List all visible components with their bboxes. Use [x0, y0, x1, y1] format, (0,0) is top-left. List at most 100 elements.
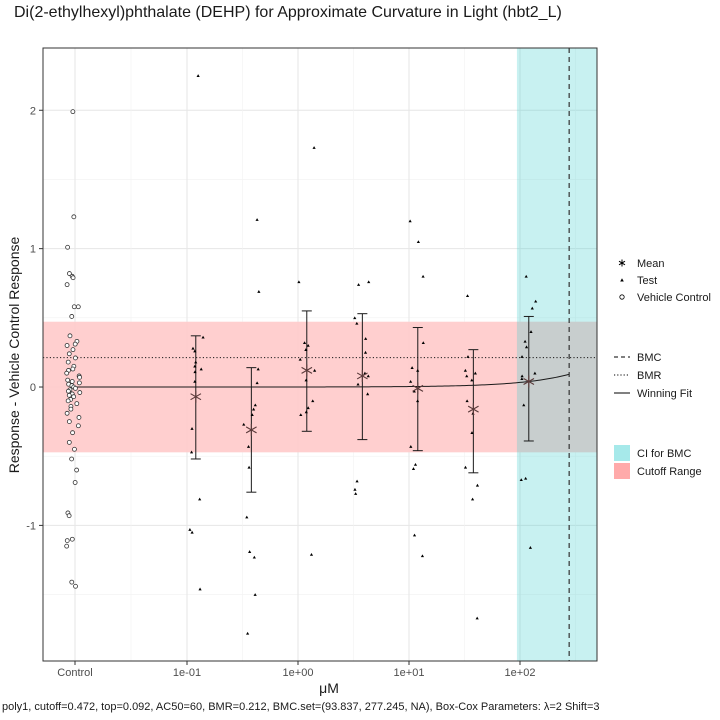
vehicle-control-point [72, 341, 78, 347]
legend-label: CI for BMC [637, 448, 691, 460]
bmc-ci-band [516, 48, 597, 661]
vehicle-control-point [66, 513, 72, 519]
vehicle-control-point [69, 456, 75, 462]
x-tick-label: Control [57, 667, 92, 679]
test-point [306, 406, 310, 410]
test-point [312, 146, 316, 149]
test-point [188, 528, 192, 531]
test-point [412, 533, 417, 537]
test-point [421, 341, 425, 345]
mean-marker [301, 364, 313, 377]
test-point [534, 299, 538, 303]
test-point [194, 360, 198, 364]
test-point [302, 341, 307, 345]
y-tick-label: 0 [30, 382, 36, 394]
test-point [190, 427, 194, 430]
test-point [519, 478, 523, 482]
legend-label: Test [637, 275, 657, 287]
test-point [421, 274, 425, 278]
test-point [411, 467, 416, 470]
vehicle-control-point [70, 275, 76, 281]
test-point [189, 450, 194, 454]
vehicle-control-point [76, 380, 82, 386]
x-axis-label: μM [319, 680, 339, 696]
test-point [522, 403, 526, 407]
test-point [198, 587, 202, 591]
vehicle-control-point [70, 347, 76, 353]
mean-marker-stroke [356, 372, 368, 380]
test-point [412, 389, 416, 393]
vehicle-control-point [71, 394, 77, 400]
vehicle-control-point [75, 304, 81, 310]
vehicle-control-point [67, 271, 72, 276]
legend-key-test [620, 278, 624, 282]
vehicle-control-point [69, 579, 75, 585]
vehicle-control-point [73, 355, 78, 361]
test-point [413, 463, 418, 466]
test-point [193, 379, 197, 383]
vehicle-control-point [66, 419, 72, 425]
legend-key-ci-for-bmc [614, 445, 630, 461]
mean-marker-stroke [245, 426, 257, 434]
test-point [250, 413, 254, 416]
test-point [253, 403, 257, 407]
test-point [524, 274, 528, 278]
x-tick-label: 1e+02 [505, 667, 536, 679]
test-point [246, 445, 251, 448]
test-point [304, 348, 308, 351]
vehicle-control-point [70, 366, 76, 372]
test-point [242, 422, 246, 426]
vehicle-control-point [73, 583, 78, 589]
test-point [420, 554, 425, 558]
mean-marker [356, 369, 368, 382]
test-point [355, 321, 359, 325]
y-tick-label: 1 [30, 244, 36, 256]
test-point [416, 240, 420, 244]
vehicle-control-point [70, 109, 76, 115]
vehicle-control-point [73, 386, 78, 391]
vehicle-control-point [64, 370, 70, 376]
vehicle-control-point [70, 430, 75, 436]
test-point [353, 316, 357, 320]
vehicle-control-point [69, 536, 75, 542]
test-point [190, 530, 194, 534]
test-point [196, 74, 200, 77]
vehicle-control-point [65, 244, 71, 250]
mean-marker [523, 375, 535, 388]
plot-panel [43, 48, 597, 661]
test-point [193, 370, 197, 374]
vehicle-control-point [66, 351, 72, 357]
test-point [363, 350, 368, 354]
test-point [523, 339, 527, 343]
test-point [247, 465, 251, 469]
test-point [520, 377, 524, 381]
vehicle-control-point [68, 406, 74, 412]
test-point [416, 368, 420, 372]
test-point [520, 355, 524, 358]
winning-fit-curve [75, 373, 569, 388]
test-point [198, 497, 202, 501]
mean-marker-stroke [523, 378, 535, 385]
vehicle-control-point [71, 304, 77, 310]
mean-marker-stroke [301, 366, 313, 374]
mean-marker [467, 403, 479, 416]
test-point [366, 374, 370, 378]
test-point [193, 349, 197, 353]
test-point [245, 515, 249, 519]
vehicle-control-point [64, 538, 70, 544]
test-point [409, 445, 413, 448]
test-point [364, 337, 368, 340]
test-point [466, 355, 470, 358]
test-point [529, 330, 533, 333]
test-point [475, 483, 480, 487]
vehicle-control-point [65, 359, 71, 365]
test-point [520, 374, 524, 378]
test-point [311, 399, 315, 403]
test-point [253, 593, 257, 596]
test-point [470, 378, 474, 382]
test-point [470, 431, 474, 434]
test-point [533, 371, 537, 375]
test-point [524, 476, 528, 480]
vehicle-control-point [77, 390, 83, 395]
